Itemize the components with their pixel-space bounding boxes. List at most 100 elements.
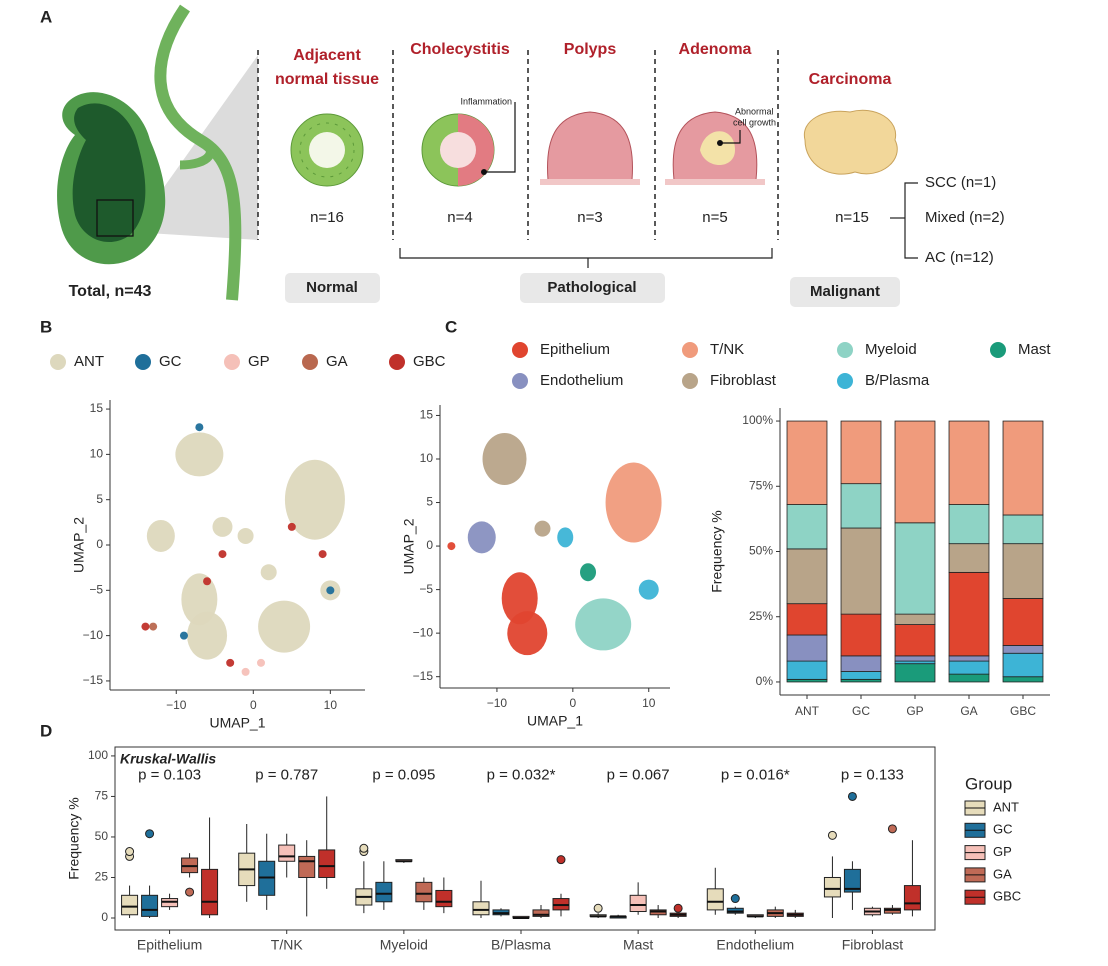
bar-segment — [1002, 676, 1044, 683]
bar-segment — [948, 420, 990, 505]
bar-segment — [894, 624, 936, 657]
box — [318, 849, 336, 878]
stage-count: n=15 — [835, 209, 869, 226]
stage-title: Adenoma — [679, 41, 752, 58]
legend-swatch — [50, 354, 66, 370]
point-cluster — [507, 611, 548, 656]
bar-segment — [1002, 645, 1044, 654]
legend-swatch — [837, 342, 853, 358]
y-tick-label: 0 — [101, 910, 108, 924]
x-tick-label: Epithelium — [137, 937, 202, 953]
x-tick-label: 10 — [642, 696, 656, 710]
legend-swatch — [990, 342, 1006, 358]
total: Total, n=43 — [69, 283, 152, 300]
note: cell growth — [733, 117, 776, 127]
note: Inflammation — [460, 96, 512, 106]
bracket — [399, 182, 918, 268]
y-tick-label: −15 — [413, 669, 434, 683]
y-tick-label: −5 — [419, 582, 433, 596]
stage-title: Cholecystitis — [410, 41, 510, 58]
bar-segment — [786, 634, 828, 662]
polyp — [540, 111, 640, 185]
point-cluster — [258, 600, 311, 653]
bar-segment — [894, 522, 936, 615]
legend-label: GBC — [993, 889, 1021, 904]
box — [278, 844, 296, 862]
group-label: Malignant — [810, 283, 880, 300]
y-tick-label: 100 — [88, 748, 108, 762]
p-value: p = 0.103 — [138, 766, 201, 783]
point-cluster — [212, 516, 233, 537]
stage-dividers — [257, 50, 779, 240]
x-tick-label: GP — [906, 704, 923, 718]
box — [201, 868, 219, 916]
point-cluster — [467, 521, 496, 554]
point-cluster — [203, 577, 212, 586]
legend-label: GBC — [413, 353, 446, 370]
subtype: SCC (n=1) — [925, 174, 996, 191]
y-tick-label: 5 — [96, 492, 103, 506]
bar-segment — [948, 673, 990, 683]
legend-title: Group — [965, 774, 1012, 793]
stage-count: n=5 — [702, 209, 727, 226]
stage-count: n=3 — [577, 209, 602, 226]
x-tick-label: ANT — [795, 704, 820, 718]
legend-swatch — [512, 373, 528, 389]
y-tick-label: 50% — [749, 544, 773, 558]
y-tick-label: 0% — [756, 674, 774, 688]
y-tick-label: 75 — [95, 789, 109, 803]
bar-segment — [948, 504, 990, 545]
group-label: Normal — [306, 279, 358, 296]
legend-label: Epithelium — [540, 341, 610, 358]
bar-segment — [840, 655, 882, 672]
y-axis-label: Frequency % — [66, 797, 82, 879]
y-tick-label: 15 — [420, 408, 434, 422]
p-value: p = 0.787 — [255, 766, 318, 783]
bar-segment — [786, 660, 828, 680]
y-tick-label: −15 — [83, 673, 104, 687]
box — [843, 868, 861, 893]
box — [121, 894, 139, 916]
panel-label: A — [40, 7, 52, 26]
legend-label: Mast — [1018, 341, 1051, 358]
x-axis-label: UMAP_1 — [209, 715, 265, 731]
stage-title: Carcinoma — [809, 71, 892, 88]
bar-segment — [786, 420, 828, 505]
group-box — [790, 277, 900, 307]
box — [141, 894, 159, 917]
legend-label: ANT — [74, 353, 104, 370]
box — [415, 881, 433, 903]
outlier — [125, 847, 135, 857]
point-cluster — [175, 432, 224, 477]
bar-segment — [786, 603, 828, 636]
box — [375, 881, 393, 903]
x-axis-label: UMAP_1 — [527, 713, 583, 729]
group-box — [520, 273, 665, 303]
outlier — [673, 903, 683, 913]
point-cluster — [557, 527, 574, 548]
bar-segment — [894, 613, 936, 625]
point-cluster — [575, 598, 632, 651]
legend-label: GA — [993, 866, 1012, 881]
p-value: p = 0.095 — [372, 766, 435, 783]
group-box — [285, 273, 380, 303]
legend-swatch — [389, 354, 405, 370]
legend-label: GP — [248, 353, 270, 370]
bar-segment — [840, 671, 882, 680]
y-axis-label: UMAP_2 — [401, 518, 417, 574]
bar-segment — [894, 663, 936, 683]
bar-segment — [1002, 543, 1044, 599]
group-label: Pathological — [547, 279, 636, 296]
point-cluster — [256, 658, 265, 667]
point-cluster — [237, 527, 254, 544]
x-tick-label: GA — [960, 704, 977, 718]
outlier — [593, 903, 603, 913]
point-cluster — [187, 611, 228, 660]
legend-swatch — [682, 373, 698, 389]
y-tick-label: 10 — [420, 451, 434, 465]
inflamed-cell — [421, 102, 516, 187]
point-cluster — [326, 586, 335, 595]
legend-label: B/Plasma — [865, 372, 930, 389]
point-cluster — [260, 564, 277, 581]
